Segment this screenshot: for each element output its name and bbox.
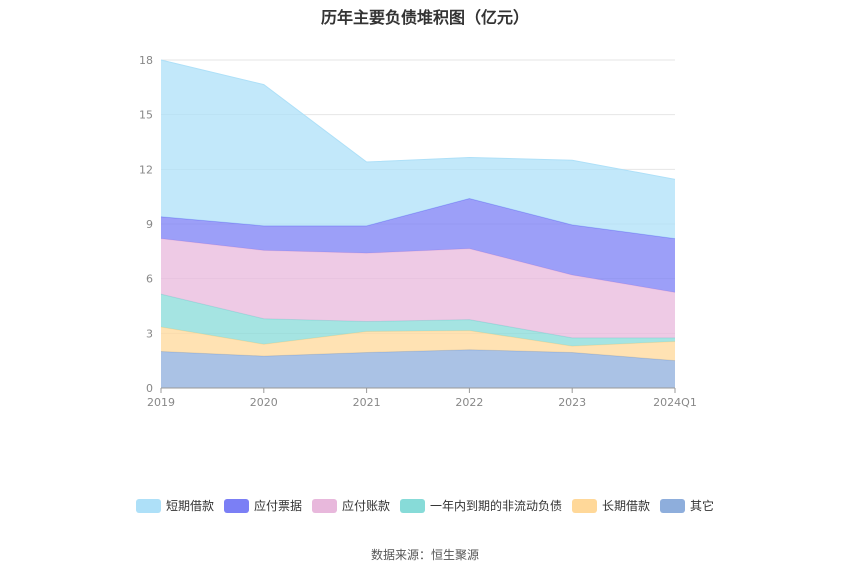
area-series-line-2 — [160, 293, 675, 339]
legend: 短期借款 应付票据 应付账款 一年内到期的非流动负债 长期借款 其它 — [0, 497, 850, 514]
legend-label: 一年内到期的非流动负债 — [430, 499, 563, 513]
legend-swatch — [660, 498, 686, 513]
legend-label: 应付账款 — [341, 499, 390, 513]
data-source-note: 数据来源：恒生聚源 — [370, 548, 479, 562]
chart-title: 历年主要负债堆积图（亿元） — [320, 8, 529, 27]
legend-item[interactable]: 应付账款 — [311, 497, 390, 514]
area-layer — [160, 59, 676, 388]
legend-label: 其它 — [690, 499, 715, 513]
x-tick-label: 2021 — [353, 396, 381, 409]
legend-item[interactable]: 应付票据 — [223, 497, 302, 514]
y-tick-label: 6 — [146, 273, 153, 286]
legend-item[interactable]: 其它 — [660, 497, 714, 514]
legend-swatch — [223, 498, 249, 513]
x-tick-label: 2024Q1 — [653, 396, 697, 409]
legend-item[interactable]: 长期借款 — [572, 497, 650, 514]
legend-swatch — [311, 498, 337, 513]
legend-label: 应付票据 — [253, 499, 302, 513]
area-series-4 — [161, 198, 675, 293]
legend-swatch — [135, 498, 161, 513]
y-tick-label: 12 — [139, 163, 153, 176]
legend-label: 长期借款 — [602, 499, 651, 513]
y-tick-label: 3 — [146, 327, 153, 340]
area-series-5 — [161, 60, 675, 239]
y-tick-label: 15 — [139, 109, 153, 122]
area-series-1 — [161, 326, 675, 361]
legend-item[interactable]: 短期借款 — [135, 497, 214, 514]
y-tick-label: 18 — [139, 54, 153, 67]
x-tick-label: 2023 — [558, 396, 586, 409]
legend-swatch — [572, 498, 598, 513]
area-series-2 — [161, 294, 675, 347]
area-series-3 — [161, 238, 675, 338]
axis-layer: 0 3 6 9 12 15 18 2019 2020 2021 2022 2023 2024Q1 — [139, 54, 697, 409]
x-tick-label: 2019 — [147, 396, 175, 409]
area-series-0 — [161, 349, 675, 388]
area-series-line-5 — [160, 59, 676, 180]
legend-item[interactable]: 一年内到期的非流动负债 — [400, 497, 562, 514]
y-tick-label: 9 — [146, 218, 153, 231]
x-tick-label: 2022 — [455, 396, 483, 409]
legend-swatch — [400, 498, 425, 513]
legend-label: 短期借款 — [165, 499, 214, 513]
y-tick-label: 0 — [146, 382, 153, 395]
x-tick-label: 2020 — [250, 396, 278, 409]
stacked-area-chart: 0 3 6 9 12 15 18 2019 2020 2021 2022 2023 2024Q1 — [139, 54, 697, 409]
